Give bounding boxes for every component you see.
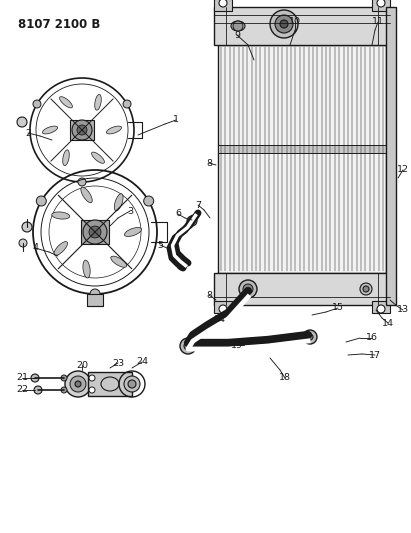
Circle shape — [65, 371, 91, 397]
Text: 14: 14 — [382, 319, 394, 327]
Circle shape — [377, 0, 385, 7]
Polygon shape — [88, 372, 132, 396]
Circle shape — [239, 280, 257, 298]
Text: 8107 2100 B: 8107 2100 B — [18, 18, 100, 31]
Circle shape — [177, 260, 187, 270]
Circle shape — [70, 376, 86, 392]
Bar — [214, 7, 390, 45]
Text: 8: 8 — [206, 158, 212, 167]
Circle shape — [90, 289, 100, 299]
Circle shape — [31, 374, 39, 382]
Text: 2: 2 — [25, 128, 31, 138]
Bar — [81, 220, 109, 244]
Circle shape — [34, 386, 42, 394]
Circle shape — [243, 284, 253, 294]
Text: 16: 16 — [366, 334, 378, 343]
Polygon shape — [372, 301, 390, 313]
Ellipse shape — [63, 150, 69, 166]
Ellipse shape — [52, 212, 70, 219]
Ellipse shape — [114, 193, 123, 211]
Circle shape — [219, 0, 227, 7]
Text: 22: 22 — [16, 385, 28, 394]
Text: 5: 5 — [157, 240, 163, 249]
Bar — [386, 7, 396, 305]
Text: 7: 7 — [195, 200, 201, 209]
Circle shape — [72, 120, 92, 140]
Circle shape — [124, 376, 140, 392]
Text: 14: 14 — [214, 316, 226, 325]
Circle shape — [36, 196, 46, 206]
Text: 10: 10 — [289, 18, 301, 27]
Circle shape — [270, 10, 298, 38]
Polygon shape — [372, 0, 390, 11]
Text: 23: 23 — [112, 359, 124, 367]
Text: 18: 18 — [279, 374, 291, 383]
Bar — [70, 120, 94, 140]
Circle shape — [17, 117, 27, 127]
Text: 24: 24 — [136, 358, 148, 367]
Text: 9: 9 — [234, 30, 240, 39]
Circle shape — [83, 220, 107, 244]
Bar — [218, 146, 386, 154]
Bar — [218, 45, 386, 273]
Circle shape — [307, 334, 313, 340]
Circle shape — [123, 100, 131, 108]
Circle shape — [180, 338, 196, 354]
Circle shape — [19, 239, 27, 247]
Circle shape — [360, 283, 372, 295]
Circle shape — [187, 216, 197, 226]
Ellipse shape — [60, 96, 72, 108]
Circle shape — [128, 380, 136, 388]
Text: 6: 6 — [175, 209, 181, 219]
Text: 1: 1 — [173, 116, 179, 125]
Text: 17: 17 — [369, 351, 381, 359]
Ellipse shape — [42, 126, 58, 134]
Circle shape — [61, 387, 67, 393]
Polygon shape — [214, 0, 232, 11]
Text: 12: 12 — [397, 166, 409, 174]
Text: 3: 3 — [127, 206, 133, 215]
Circle shape — [22, 222, 32, 232]
Text: 4: 4 — [32, 244, 38, 253]
Circle shape — [219, 305, 227, 313]
Bar — [214, 273, 390, 305]
Text: 11: 11 — [372, 18, 384, 27]
Ellipse shape — [92, 152, 104, 163]
Ellipse shape — [125, 228, 141, 237]
Ellipse shape — [95, 94, 101, 110]
Circle shape — [144, 196, 154, 206]
Text: 21: 21 — [16, 374, 28, 383]
Ellipse shape — [106, 126, 122, 134]
Circle shape — [184, 342, 192, 350]
Circle shape — [233, 21, 243, 31]
Circle shape — [89, 226, 101, 238]
Circle shape — [61, 375, 67, 381]
Text: 19: 19 — [231, 341, 243, 350]
Ellipse shape — [231, 21, 245, 31]
Circle shape — [75, 381, 81, 387]
Polygon shape — [87, 294, 103, 306]
Polygon shape — [214, 301, 232, 313]
Text: 13: 13 — [397, 305, 409, 314]
Circle shape — [363, 286, 369, 292]
Circle shape — [77, 125, 87, 135]
Circle shape — [275, 15, 293, 33]
Circle shape — [303, 330, 317, 344]
Text: 8: 8 — [206, 290, 212, 300]
Text: 15: 15 — [332, 303, 344, 312]
Circle shape — [89, 375, 95, 381]
Ellipse shape — [111, 256, 127, 267]
Circle shape — [33, 100, 41, 108]
Circle shape — [377, 305, 385, 313]
Circle shape — [89, 387, 95, 393]
Circle shape — [280, 20, 288, 28]
Ellipse shape — [54, 241, 67, 255]
Text: 20: 20 — [76, 360, 88, 369]
Ellipse shape — [83, 260, 90, 278]
Circle shape — [78, 178, 86, 186]
Ellipse shape — [81, 187, 92, 203]
